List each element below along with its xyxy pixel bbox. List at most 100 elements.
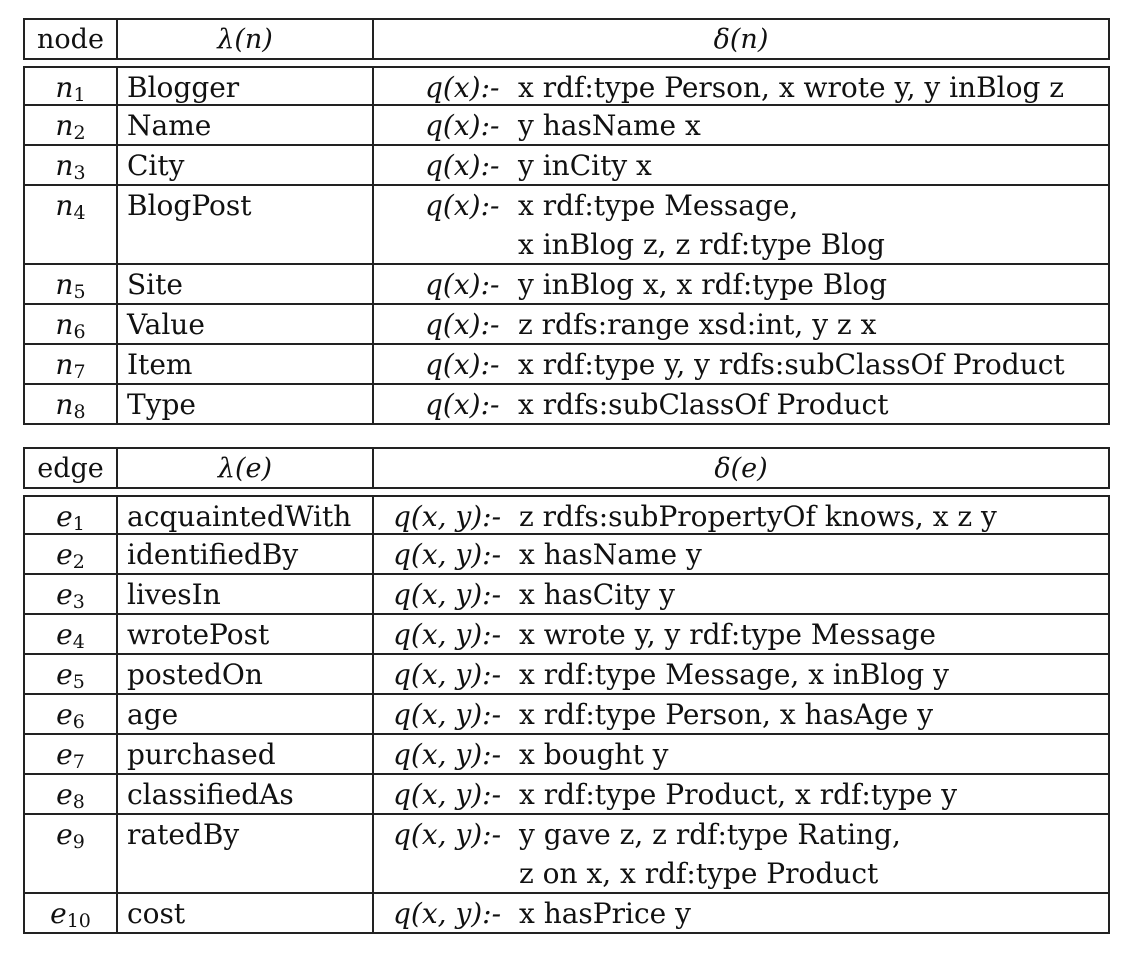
edge-id: e7 [25,735,116,773]
node-id-symbol: n [55,189,74,222]
query-body: x hasName y [519,538,702,571]
edge-label: postedOn [116,655,372,693]
edge-definition: q(x, y):- x rdf:type Person, x hasAge y [372,695,1108,733]
edge-label: cost [116,894,372,932]
edge-id: e10 [25,894,116,932]
edge-definition-line: q(x, y):- x hasPrice y [393,894,1108,932]
edge-id-subscript: 9 [72,831,85,853]
edge-id-symbol: e [56,738,73,771]
edge-id-subscript: 3 [72,591,85,613]
query-body: z rdfs:subPropertyOf knows, x z y [519,500,997,533]
node-id-symbol: n [55,268,74,301]
edge-definition-line: z on x, x rdf:type Product [393,854,1108,892]
edge-id: e5 [25,655,116,693]
node-id-symbol: n [55,388,74,421]
query-body: x rdf:type Person, x hasAge y [519,698,934,731]
query-body: x rdf:type Message, [518,189,799,222]
node-definition-line: q(x):- z rdfs:range xsd:int, y z x [425,305,1108,343]
edge-row: e10 cost q(x, y):- x hasPrice y [23,894,1110,934]
node-definition-line: q(x):- x rdf:type y, y rdfs:subClassOf Pr… [425,345,1108,383]
edge-label-column-header: λ(e) [116,449,372,487]
edge-id: e4 [25,615,116,653]
edge-definition-line: q(x, y):- x bought y [393,735,1108,773]
query-body: y hasName x [518,109,701,142]
query-head: q(x):- [425,109,500,142]
query-body: y inBlog x, x rdf:type Blog [518,268,888,301]
node-label: Value [116,305,372,343]
node-row: n6 Value q(x):- z rdfs:range xsd:int, y z x [23,305,1110,345]
node-id: n3 [25,146,116,184]
edge-label: acquaintedWith [116,497,372,533]
node-id: n1 [25,68,116,104]
edge-id-subscript: 5 [72,671,85,693]
query-body: x wrote y, y rdf:type Message [519,618,936,651]
query-body: y gave z, z rdf:type Rating, [519,818,901,851]
edge-row: e5 postedOn q(x, y):- x rdf:type Message, x… [23,655,1110,695]
edge-row: e4 wrotePost q(x, y):- x wrote y, y rdf:typ… [23,615,1110,655]
query-head: q(x):- [425,149,500,182]
node-row: n4 BlogPost q(x):- x rdf:type Message, x inB… [23,186,1110,265]
node-id: n4 [25,186,116,263]
edge-id-symbol: e [56,500,73,533]
edge-id-symbol: e [56,698,73,731]
edge-id: e8 [25,775,116,813]
node-id: n8 [25,385,116,423]
query-head: q(x, y):- [393,658,502,691]
query-head: q(x):- [425,308,500,341]
node-definition: q(x):- y hasName x [372,106,1108,144]
edge-definition: q(x, y):- x wrote y, y rdf:type Message [372,615,1108,653]
edge-table-header: edge λ(e) δ(e) [23,447,1110,489]
node-row: n7 Item q(x):- x rdf:type y, y rdfs:subClas… [23,345,1110,385]
node-id-subscript: 5 [73,281,86,303]
query-head: q(x):- [425,189,500,222]
node-label: Blogger [116,68,372,104]
node-table-body: n1 Blogger q(x):- x rdf:type Person, x wrot… [23,66,1110,425]
edge-label: purchased [116,735,372,773]
edge-label: identifiedBy [116,535,372,573]
query-body: x bought y [519,738,669,771]
edge-id: e1 [25,497,116,533]
query-body: z rdfs:range xsd:int, y z x [518,308,877,341]
node-label: BlogPost [116,186,372,263]
node-id-symbol: n [55,109,74,142]
node-row: n5 Site q(x):- y inBlog x, x rdf:type Blog [23,265,1110,305]
query-body: x rdf:type Product, x rdf:type y [519,778,958,811]
edge-definition-line: q(x, y):- x wrote y, y rdf:type Message [393,615,1108,653]
edge-row: e6 age q(x, y):- x rdf:type Person, x hasAg… [23,695,1110,735]
node-id-subscript: 3 [73,162,86,184]
node-id-symbol: n [55,71,74,104]
node-label-column-header: λ(n) [116,20,372,58]
edge-id-subscript: 4 [72,631,85,653]
edge-id-subscript: 8 [72,791,85,813]
edge-definition-line: q(x, y):- y gave z, z rdf:type Rating, [393,815,1108,854]
node-id-symbol: n [55,348,74,381]
edge-row: e2 identifiedBy q(x, y):- x hasName y [23,535,1110,575]
edge-definition-line: q(x, y):- x hasCity y [393,575,1108,613]
edge-definition: q(x, y):- x hasName y [372,535,1108,573]
node-id-symbol: n [55,149,74,182]
query-body: x hasCity y [519,578,675,611]
query-body: x inBlog z, z rdf:type Blog [518,228,885,261]
node-id: n2 [25,106,116,144]
node-label: City [116,146,372,184]
node-id-symbol: n [55,308,74,341]
node-definition-line: q(x):- x rdf:type Message, [425,186,1108,225]
query-head: q(x, y):- [393,698,502,731]
query-head: q(x, y):- [393,738,502,771]
query-body: x rdfs:subClassOf Product [518,388,889,421]
query-head: q(x):- [425,348,500,381]
edge-id-symbol: e [56,818,73,851]
edge-id-subscript: 1 [72,513,85,533]
node-definition-line: q(x):- y inCity x [425,146,1108,184]
edge-definition: q(x, y):- x hasPrice y [372,894,1108,932]
node-definition-line: q(x):- y inBlog x, x rdf:type Blog [425,265,1108,303]
node-label: Name [116,106,372,144]
edge-id-symbol: e [56,538,73,571]
edge-label: classifiedAs [116,775,372,813]
node-label: Item [116,345,372,383]
edge-definition-line: q(x, y):- x rdf:type Message, x inBlog y [393,655,1108,693]
node-definition-column-header: δ(n) [372,20,1108,58]
edge-id-subscript: 10 [66,910,91,932]
query-body: x rdf:type Person, x wrote y, y inBlog z [518,71,1065,104]
edge-row: e9 ratedBy q(x, y):- y gave z, z rdf:type R… [23,815,1110,894]
